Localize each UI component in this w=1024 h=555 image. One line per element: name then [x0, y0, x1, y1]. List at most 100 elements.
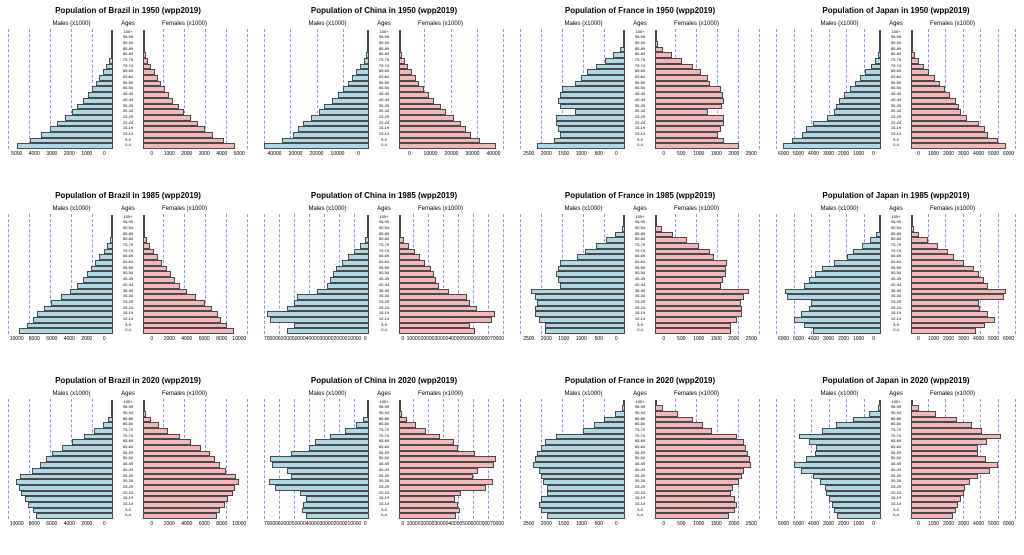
- x-tick: 1500: [555, 336, 573, 342]
- male-bar: [19, 328, 114, 334]
- female-bars: [143, 399, 248, 519]
- ages-label: Ages: [881, 391, 911, 397]
- x-tick: 1000: [573, 151, 591, 157]
- age-axis: 0-45-910-1415-1920-2425-2930-3435-3940-4…: [625, 214, 655, 334]
- panel-title: Population of China in 1950 (wpp2019): [264, 6, 504, 15]
- x-tick: 3000: [956, 151, 971, 157]
- male-bars: [776, 399, 881, 519]
- ages-label: Ages: [113, 206, 143, 212]
- x-tick: 500: [590, 336, 608, 342]
- x-tick: 4000: [61, 521, 79, 527]
- x-tick: 2000: [941, 336, 956, 342]
- males-side: [776, 214, 881, 334]
- x-tick: 1000: [851, 151, 866, 157]
- x-tick: 6000: [1001, 151, 1016, 157]
- ages-label: Ages: [881, 206, 911, 212]
- x-tick: 0: [399, 336, 407, 342]
- male-bar: [537, 143, 625, 149]
- male-bars: [776, 214, 881, 334]
- females-side: [143, 29, 248, 149]
- age-axis: 0-45-910-1415-1920-2425-2930-3435-3940-4…: [113, 29, 143, 149]
- x-tick: 6000: [196, 336, 214, 342]
- males-side: [520, 29, 625, 149]
- panel-title: Population of Japan in 2020 (wpp2019): [776, 376, 1016, 385]
- axis-header: Males (x1000)AgesFemales (x1000): [520, 21, 760, 27]
- x-tick: 2000: [161, 521, 179, 527]
- male-bars: [520, 214, 625, 334]
- ages-label: Ages: [113, 391, 143, 397]
- x-tick: 1000: [851, 521, 866, 527]
- males-label: Males (x1000): [30, 21, 113, 27]
- ages-label: Ages: [113, 21, 143, 27]
- x-tick: 0: [866, 336, 881, 342]
- age-axis: 0-45-910-1415-1920-2425-2930-3435-3940-4…: [881, 399, 911, 519]
- x-tick: 5000: [8, 151, 26, 157]
- x-tick: 10000: [231, 521, 249, 527]
- female-bar: [399, 513, 456, 519]
- x-axis: 0100002000030000400005000060000700000100…: [264, 336, 504, 342]
- x-tick: 5000: [791, 521, 806, 527]
- females-label: Females (x1000): [143, 21, 226, 27]
- x-tick: 2000: [538, 521, 556, 527]
- x-tick: 5000: [231, 151, 249, 157]
- females-side: [911, 399, 1016, 519]
- males-label: Males (x1000): [286, 391, 369, 397]
- x-tick: 2000: [941, 151, 956, 157]
- x-axis: 0200040006000800010000020004000600080001…: [8, 521, 248, 527]
- x-tick: 5000: [986, 521, 1001, 527]
- x-tick: 1500: [555, 521, 573, 527]
- males-side: [8, 214, 113, 334]
- male-bars: [264, 29, 369, 149]
- axis-header: Males (x1000)AgesFemales (x1000): [8, 206, 248, 212]
- x-tick: 4000: [178, 521, 196, 527]
- pyramid-plot: 0-45-910-1415-1920-2425-2930-3435-3940-4…: [264, 399, 504, 519]
- male-bar: [837, 513, 881, 519]
- axis-header: Males (x1000)AgesFemales (x1000): [776, 21, 1016, 27]
- panel-title: Population of France in 2020 (wpp2019): [520, 376, 760, 385]
- female-bars: [143, 29, 248, 149]
- x-tick: 5000: [791, 151, 806, 157]
- x-tick: 1000: [161, 151, 179, 157]
- x-axis: 0100020003000400050006000010002000300040…: [776, 151, 1016, 157]
- x-tick: 50000: [292, 521, 306, 527]
- female-bars: [399, 399, 504, 519]
- female-bar: [655, 513, 729, 519]
- panel-title: Population of Japan in 1985 (wpp2019): [776, 191, 1016, 200]
- female-bar: [143, 143, 235, 149]
- pyramid-panel: Population of China in 2020 (wpp2019)Mal…: [256, 370, 512, 555]
- x-tick: 2000: [161, 336, 179, 342]
- female-bar: [655, 328, 731, 334]
- x-tick: 4000: [213, 151, 231, 157]
- males-side: [264, 29, 369, 149]
- x-tick: 50000: [462, 521, 476, 527]
- x-tick: 6000: [196, 521, 214, 527]
- female-bars: [911, 29, 1016, 149]
- x-tick: 2000: [725, 151, 743, 157]
- female-bars: [911, 214, 1016, 334]
- x-tick: 0: [143, 336, 161, 342]
- pyramid-panel: Population of Japan in 1950 (wpp2019) Mal…: [768, 0, 1024, 185]
- x-tick: 10000: [407, 521, 421, 527]
- x-tick: 10000: [231, 336, 249, 342]
- female-bar: [655, 143, 739, 149]
- axis-header: Males (x1000)AgesFemales (x1000): [8, 21, 248, 27]
- age-axis: 0-45-910-1415-1920-2425-2930-3435-3940-4…: [881, 29, 911, 149]
- male-bar: [813, 328, 881, 334]
- x-tick: 4000: [26, 151, 44, 157]
- x-tick: 6000: [1001, 336, 1016, 342]
- x-tick: 3000: [956, 336, 971, 342]
- x-tick: 0: [911, 151, 926, 157]
- x-tick: 2500: [743, 151, 761, 157]
- panel-title: Population of Japan in 1950 (wpp2019): [776, 6, 1016, 15]
- x-axis: 0100020003000400050006000010002000300040…: [776, 336, 1016, 342]
- age-label: 0-4: [881, 143, 911, 149]
- x-tick: 6000: [776, 151, 791, 157]
- females-side: [399, 214, 504, 334]
- x-tick: 2000: [836, 521, 851, 527]
- female-bars: [655, 399, 760, 519]
- pyramid-plot: 0-45-910-1415-1920-2425-2930-3435-3940-4…: [8, 29, 248, 149]
- pyramid-panel: Population of Japan in 2020 (wpp2019)Mal…: [768, 370, 1024, 555]
- pyramid-plot: 0-45-910-1415-1920-2425-2930-3435-3940-4…: [520, 399, 760, 519]
- females-label: Females (x1000): [655, 21, 738, 27]
- axis-header: Males (x1000)AgesFemales (x1000): [520, 206, 760, 212]
